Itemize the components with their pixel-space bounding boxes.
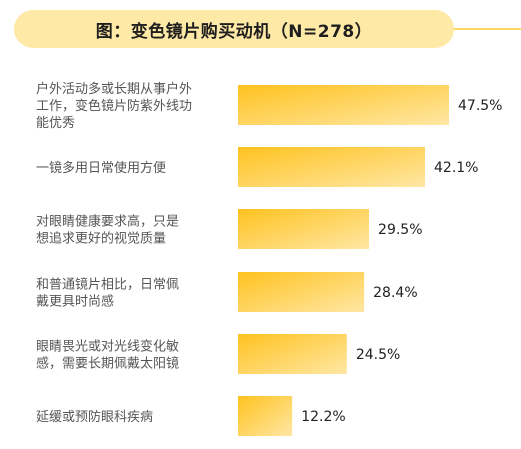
title-banner: 图：变色镜片购买动机（N=278）: [14, 10, 454, 48]
bar-1: [238, 85, 449, 125]
chart-title: 图：变色镜片购买动机（N=278）: [95, 21, 373, 42]
category-label-3: 对眼睛健康要求高，只是想追求更好的视觉质量: [36, 214, 179, 247]
category-label-line: 工作，变色镜片防紫外线功: [36, 98, 192, 114]
value-label-1: 47.5%: [458, 98, 502, 114]
category-label-1: 户外活动多或长期从事户外工作，变色镜片防紫外线功能优秀: [36, 81, 192, 131]
value-label-5: 24.5%: [356, 347, 400, 363]
category-label-line: 对眼睛健康要求高，只是: [36, 214, 179, 230]
category-label-5: 眼睛畏光或对光线变化敏感，需要长期佩戴太阳镜: [36, 339, 179, 372]
value-label-4: 28.4%: [373, 285, 417, 301]
category-label-line: 和普通镜片相比，日常佩: [36, 278, 179, 293]
value-label-2: 42.1%: [434, 160, 478, 176]
category-label-line: 户外活动多或长期从事户外: [36, 81, 192, 97]
bar-2: [238, 147, 426, 187]
category-label-line: 感，需要长期佩戴太阳镜: [36, 356, 179, 372]
category-label-line: 想追求更好的视觉质量: [36, 231, 166, 247]
bar-5: [238, 334, 347, 374]
value-label-3: 29.5%: [378, 222, 422, 238]
category-label-line: 一镜多用日常使用方便: [36, 160, 166, 176]
category-label-6: 延缓或预防眼科疾病: [36, 409, 153, 425]
category-label-2: 一镜多用日常使用方便: [36, 160, 166, 176]
title-accent-line: [440, 28, 521, 30]
bar-3: [238, 209, 370, 249]
category-label-4: 和普通镜片相比，日常佩戴更具时尚感: [36, 278, 179, 310]
value-label-6: 12.2%: [301, 409, 345, 425]
category-label-line: 眼睛畏光或对光线变化敏: [36, 339, 179, 355]
bar-6: [238, 396, 293, 436]
bar-4: [238, 272, 365, 312]
category-label-line: 能优秀: [36, 116, 75, 131]
category-label-line: 延缓或预防眼科疾病: [36, 409, 153, 425]
category-label-line: 戴更具时尚感: [36, 294, 114, 310]
